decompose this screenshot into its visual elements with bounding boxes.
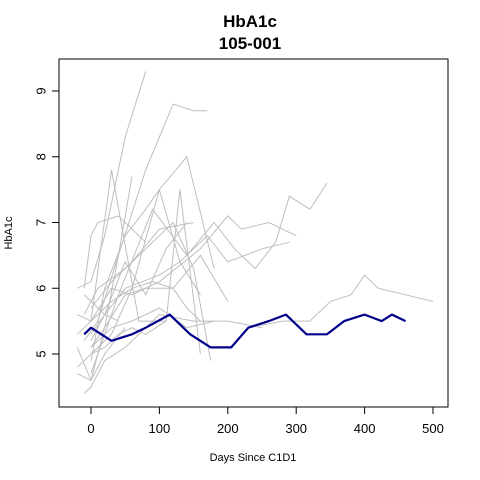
- y-tick-label-7: 7: [33, 219, 48, 226]
- highlight-series-group: [83, 313, 407, 349]
- background-series-line-11: [90, 234, 290, 335]
- highlight-series-line-1: [83, 313, 407, 349]
- background-series-line-12: [90, 182, 328, 374]
- x-tick-label-400: 400: [354, 421, 376, 436]
- background-series-line-21: [83, 294, 119, 322]
- y-tick-label-8: 8: [33, 153, 48, 160]
- x-axis: 0 100 200 300 400 500: [87, 406, 444, 436]
- background-series-line-9: [83, 215, 147, 289]
- y-axis: 5 6 7 8 9: [33, 87, 60, 358]
- chart-subtitle: 105-001: [219, 34, 281, 53]
- background-series-line-14: [83, 314, 263, 394]
- x-tick-label-200: 200: [217, 421, 239, 436]
- background-series-line-20: [77, 327, 126, 381]
- x-axis-label: Days Since C1D1: [210, 452, 297, 464]
- y-tick-label-5: 5: [33, 350, 48, 357]
- x-tick-label-0: 0: [87, 421, 94, 436]
- background-series-line-18: [90, 307, 215, 348]
- background-series-line-1: [77, 71, 147, 289]
- background-series-line-7: [90, 222, 188, 342]
- background-series-line-13: [77, 215, 297, 322]
- background-series-line-6: [83, 221, 212, 361]
- plot-frame: [58, 58, 449, 408]
- y-tick-label-9: 9: [33, 87, 48, 94]
- background-series-line-16: [76, 320, 167, 368]
- y-tick-label-6: 6: [33, 285, 48, 292]
- background-series-line-15: [90, 287, 201, 348]
- background-series-group: [76, 71, 434, 394]
- background-series-line-17: [90, 254, 229, 322]
- x-tick-label-300: 300: [285, 421, 307, 436]
- chart-title: HbA1c: [223, 12, 277, 31]
- background-series-line-2: [83, 103, 208, 342]
- x-tick-label-100: 100: [149, 421, 171, 436]
- x-tick-label-500: 500: [422, 421, 444, 436]
- y-axis-label: HbA1c: [3, 216, 15, 250]
